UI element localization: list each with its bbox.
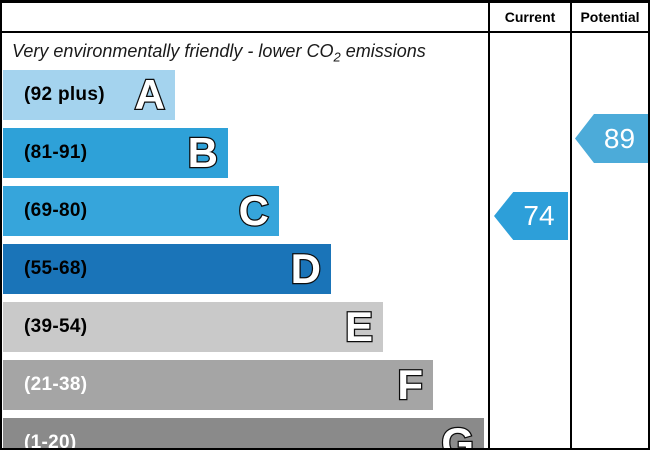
current-value-marker: 74 xyxy=(494,192,568,240)
band-f-letter: F xyxy=(396,361,424,408)
band-b-letter: B xyxy=(186,129,219,176)
current-value: 74 xyxy=(523,200,555,231)
band-g-bar: (1-20) G xyxy=(3,418,484,450)
current-column-divider xyxy=(488,3,490,448)
header-bottom-rule xyxy=(2,31,648,33)
band-c-range-label: (69-80) xyxy=(24,200,88,221)
chart-title: Very environmentally friendly - lower CO… xyxy=(12,41,486,65)
potential-column-divider xyxy=(570,3,572,448)
chart-title-subscript: 2 xyxy=(333,49,341,65)
band-f-range-label: (21-38) xyxy=(24,374,88,395)
band-d-range-label: (55-68) xyxy=(24,258,88,279)
chart-title-text: Very environmentally friendly - lower CO xyxy=(12,41,334,61)
band-c-letter: C xyxy=(237,187,270,234)
band-g-range-label: (1-20) xyxy=(24,432,77,450)
chart-title-suffix: emissions xyxy=(340,41,426,61)
band-b-bar: (81-91) B xyxy=(3,128,228,178)
band-a-letter: A xyxy=(133,71,166,118)
potential-value-marker: 89 xyxy=(575,114,648,163)
band-e-range-label: (39-54) xyxy=(24,316,88,337)
band-e-bar: (39-54) E xyxy=(3,302,383,352)
band-e-letter: E xyxy=(344,303,375,350)
band-d-bar: (55-68) D xyxy=(3,244,331,294)
band-g-letter: G xyxy=(440,419,475,450)
band-b-range-label: (81-91) xyxy=(24,142,88,163)
band-f-bar: (21-38) F xyxy=(3,360,433,410)
band-a-bar: (92 plus) A xyxy=(3,70,175,120)
band-a-range-label: (92 plus) xyxy=(24,84,105,105)
band-c-bar: (69-80) C xyxy=(3,186,279,236)
band-d-letter: D xyxy=(289,245,322,292)
potential-value: 89 xyxy=(603,122,636,154)
potential-column-header: Potential xyxy=(580,9,640,25)
current-column-header: Current xyxy=(504,9,556,25)
